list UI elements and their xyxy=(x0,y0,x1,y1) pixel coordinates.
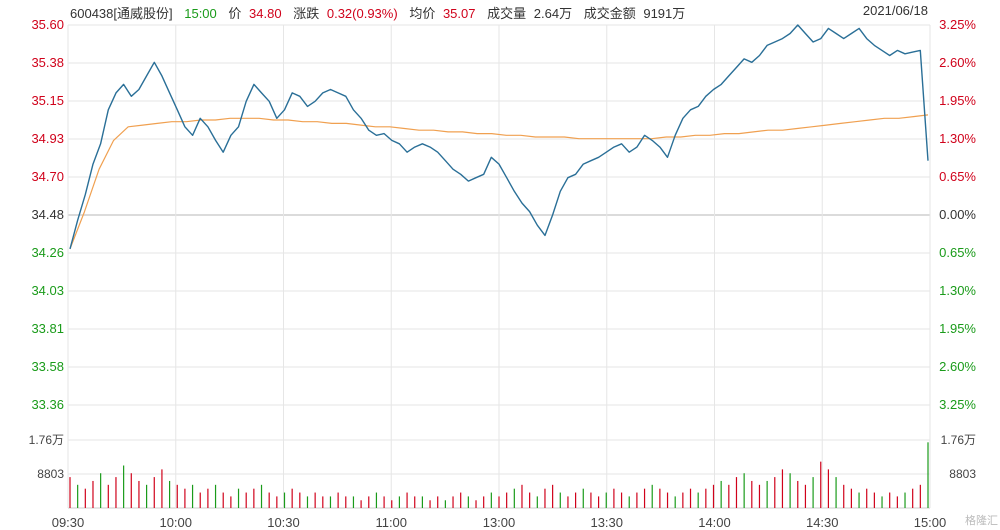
price-line xyxy=(69,24,929,250)
pct-tick-label: 1.95% xyxy=(939,93,976,108)
volume-tick-label-right: 1.76万 xyxy=(941,433,976,447)
x-tick-label: 10:00 xyxy=(159,515,192,530)
volume-label: 成交量 xyxy=(487,6,527,21)
pct-tick-label: 2.60% xyxy=(939,55,976,70)
volume-value: 2.64万 xyxy=(533,6,573,21)
x-tick-label: 13:30 xyxy=(590,515,623,530)
x-tick-label: 13:00 xyxy=(483,515,516,530)
pct-tick-label: 2.60% xyxy=(939,359,976,374)
volume-tick-label: 8803 xyxy=(37,467,64,481)
amount-label: 成交金额 xyxy=(583,6,636,21)
y-tick-label: 35.15 xyxy=(31,93,64,108)
y-tick-label: 34.26 xyxy=(31,245,64,260)
x-tick-label: 14:30 xyxy=(806,515,839,530)
volume-tick-label-right: 8803 xyxy=(949,467,976,481)
pct-tick-label: 0.65% xyxy=(939,169,976,184)
avg-label: 均价 xyxy=(409,6,436,21)
x-tick-label: 11:00 xyxy=(375,515,407,530)
volume-tick-label: 1.76万 xyxy=(29,433,64,447)
x-tick-label: 14:00 xyxy=(698,515,731,530)
y-tick-label: 33.36 xyxy=(31,397,64,412)
avg-value: 35.07 xyxy=(442,6,476,21)
y-tick-label: 33.81 xyxy=(31,321,64,336)
y-tick-label: 34.70 xyxy=(31,169,64,184)
change-value: 0.32(0.93%) xyxy=(326,6,398,21)
x-tick-label: 15:00 xyxy=(914,515,947,530)
y-tick-label: 35.38 xyxy=(31,55,64,70)
y-tick-label: 34.48 xyxy=(31,207,64,222)
price-label: 价 xyxy=(228,6,242,21)
y-tick-label: 35.60 xyxy=(31,17,64,32)
price-value: 34.80 xyxy=(249,6,282,21)
amount-value: 9191万 xyxy=(643,6,686,21)
pct-tick-label: 1.30% xyxy=(939,131,976,146)
change-label: 涨跌 xyxy=(293,6,320,21)
y-tick-label: 34.93 xyxy=(31,131,64,146)
quote-time: 15:00 xyxy=(184,6,217,21)
quote-header: 600438[通威股份] 15:00 价 34.80 涨跌 0.32(0.93%… xyxy=(70,3,693,22)
x-tick-label: 10:30 xyxy=(267,515,300,530)
pct-tick-label: 3.25% xyxy=(939,397,976,412)
pct-tick-label: 1.95% xyxy=(939,321,976,336)
y-tick-label: 34.03 xyxy=(31,283,64,298)
avg-price-line xyxy=(69,114,929,250)
pct-tick-label: 1.30% xyxy=(939,283,976,298)
x-tick-label: 09:30 xyxy=(52,515,85,530)
stock-code-name: 600438[通威股份] xyxy=(70,6,173,21)
pct-tick-label: 0.65% xyxy=(939,245,976,260)
quote-date: 2021/06/18 xyxy=(862,3,928,18)
pct-tick-label: 0.00% xyxy=(939,207,976,222)
y-tick-label: 33.58 xyxy=(31,359,64,374)
pct-tick-label: 3.25% xyxy=(939,17,976,32)
watermark-logo: 格隆汇 xyxy=(965,515,998,527)
